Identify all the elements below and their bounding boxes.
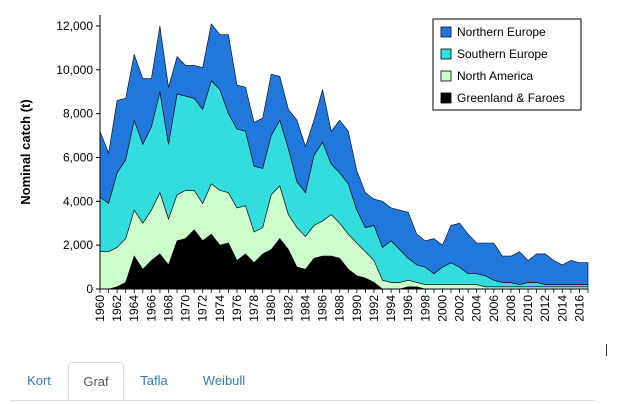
x-tick-label: 2006 <box>487 295 501 322</box>
x-tick-label: 2004 <box>470 295 484 322</box>
x-tick-label: 2002 <box>453 295 467 322</box>
legend-swatch <box>440 48 452 60</box>
x-tick-label: 1972 <box>196 295 210 322</box>
legend-label: Southern Europe <box>457 47 548 61</box>
x-tick-label: 2000 <box>436 295 450 322</box>
x-tick-label: 1998 <box>418 295 432 322</box>
y-tick-label: 12,000 <box>56 19 93 33</box>
legend-swatch <box>440 92 452 104</box>
y-tick-label: 8,000 <box>63 107 93 121</box>
legend-label: North America <box>457 69 533 83</box>
x-tick-label: 1962 <box>110 295 124 322</box>
x-tick-label: 1996 <box>401 295 415 322</box>
legend-swatch <box>440 26 452 38</box>
x-tick-label: 1994 <box>384 295 398 322</box>
x-tick-label: 1992 <box>367 295 381 322</box>
x-tick-label: 1970 <box>179 295 193 322</box>
axes-layer <box>99 15 588 290</box>
x-tick-label: 1964 <box>127 295 141 322</box>
legend-swatch <box>440 70 452 82</box>
catch-chart: 0 2,000 4,000 6,000 8,000 10,000 12,000 1960 196… <box>18 15 589 322</box>
x-tick-label: 2008 <box>504 295 518 322</box>
text-cursor <box>606 344 607 356</box>
x-tick-label: 1966 <box>144 295 158 322</box>
tab-kort[interactable]: Kort <box>27 373 51 388</box>
area-northern-europe <box>99 23 589 285</box>
x-tick-label: 1974 <box>213 295 227 322</box>
x-tick-label: 2010 <box>521 295 535 322</box>
x-tick-label: 1988 <box>333 295 347 322</box>
x-tick-label: 1986 <box>316 295 330 322</box>
y-tick-label: 2,000 <box>63 238 93 252</box>
x-tick-label: 1990 <box>350 295 364 322</box>
legend-label: Greenland & Faroes <box>457 91 565 105</box>
y-axis-label: Nominal catch (t) <box>18 99 33 204</box>
tab-weibull[interactable]: Weibull <box>202 373 246 388</box>
x-tick-label: 1980 <box>264 295 278 322</box>
legend-label: Northern Europe <box>457 25 546 39</box>
x-tick-label: 1984 <box>299 295 313 322</box>
areas-layer <box>99 23 589 290</box>
legend: Northern Europe Southern Europe North Amer… <box>432 18 582 111</box>
x-tick-label: 1982 <box>281 295 295 322</box>
x-tick-label: 2014 <box>555 295 569 322</box>
y-tick-label: 0 <box>86 282 93 296</box>
x-tick-label: 1976 <box>230 295 244 322</box>
tab-bar: Kort Graf Tafla Weibull <box>10 362 595 401</box>
x-tick-label: 2012 <box>538 295 552 322</box>
x-tick-label: 1960 <box>93 295 107 322</box>
x-tick-label: 1968 <box>162 295 176 322</box>
y-tick-label: 6,000 <box>63 150 93 164</box>
tab-graf[interactable]: Graf <box>68 362 124 400</box>
x-tick-label: 2016 <box>572 295 586 322</box>
y-tick-label: 10,000 <box>56 63 93 77</box>
legend-box <box>432 18 582 111</box>
y-tick-label: 4,000 <box>63 194 93 208</box>
x-tick-label: 1978 <box>247 295 261 322</box>
tab-tafla[interactable]: Tafla <box>140 373 168 388</box>
